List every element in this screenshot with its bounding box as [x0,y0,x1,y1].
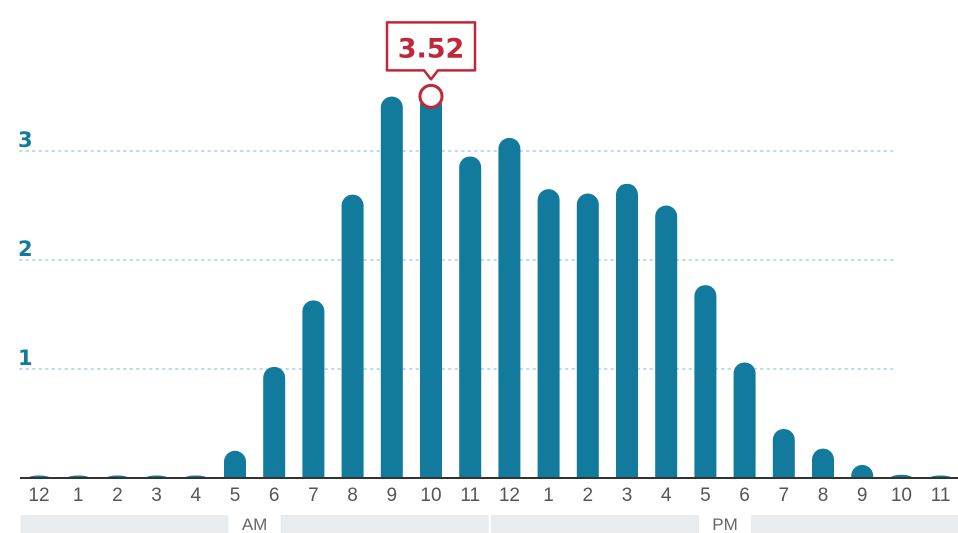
period-band [280,515,489,533]
bar [498,137,521,478]
y-tick-label: 1 [18,346,33,370]
bar [224,450,246,478]
x-tick-label: 2 [583,485,594,506]
callout-box [385,21,477,81]
x-tick-label: 9 [857,485,868,506]
x-tick-label: 5 [700,485,711,506]
x-tick-label: 3 [151,485,162,506]
y-tick-label: 3 [18,128,33,152]
bars [28,94,952,479]
bar [341,194,364,478]
x-tick-label: 1 [73,485,84,506]
value-callout: 3.52 [385,21,477,109]
x-tick-label: 7 [308,485,319,506]
bar [655,205,678,478]
x-tick-label: 12 [28,485,49,506]
x-tick-label: 11 [460,485,480,506]
period-band [751,515,958,533]
bar [851,464,874,478]
period-band [20,515,229,533]
x-tick-label: 5 [230,485,241,506]
bar [263,366,286,478]
x-tick-label: 6 [739,485,750,506]
x-tick-label: 2 [112,485,123,506]
bar [812,448,834,478]
x-tick-label: 4 [661,485,672,506]
period-label: AM [242,515,268,533]
bar [576,193,599,478]
x-tick-label: 10 [420,485,441,506]
x-tick-label: 12 [499,485,520,506]
x-tick-label: 3 [622,485,633,506]
y-tick-label: 2 [18,237,33,261]
x-tick-label: 9 [387,485,398,506]
gridlines [19,150,897,370]
x-tick-label: 7 [779,485,790,506]
x-tick-label: 8 [818,485,829,506]
bar [420,94,442,478]
highlight-marker [418,83,444,109]
bar [380,96,403,479]
x-axis-labels: 12 1 2 3 4 5 6 7 8 9 10 11 12 1 2 3 4 5 6 7 8 9 10 11 [28,485,950,506]
bar [733,362,756,478]
period-band [490,515,699,533]
bar [772,428,795,478]
x-tick-label: 4 [191,485,202,506]
x-tick-label: 8 [347,485,358,506]
x-tick-label: 11 [931,485,951,506]
bar [459,156,482,478]
period-label: PM [712,515,738,533]
callout-value-label: 3.52 [398,33,465,64]
bar [302,300,325,478]
bar [537,189,560,478]
x-tick-label: 10 [891,485,912,506]
x-tick-label: 1 [543,485,554,506]
bar [694,285,717,478]
y-axis-labels: 1 2 3 [18,128,33,370]
am-pm-bands: AM PM [20,515,958,533]
x-tick-label: 6 [269,485,280,506]
bar [616,183,638,478]
